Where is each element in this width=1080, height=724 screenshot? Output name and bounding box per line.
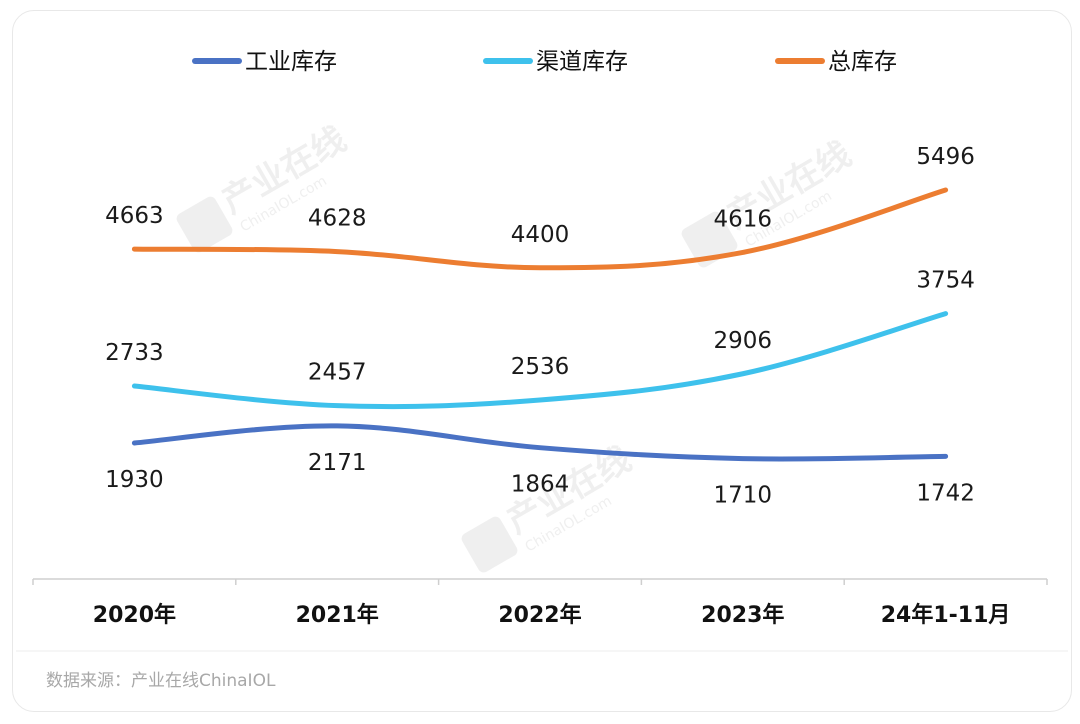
data-label: 2536 (511, 354, 570, 380)
watermark-logo-icon (176, 196, 233, 253)
data-label: 2171 (308, 450, 367, 476)
watermark: 产业在线ChinaIOL.com (681, 134, 858, 268)
series-line-2 (131, 311, 949, 410)
data-label: 1710 (714, 483, 773, 509)
data-label: 1930 (105, 467, 164, 493)
data-label: 3754 (916, 268, 975, 294)
x-axis: 2020年 2021年 2022年 2023年 24年1-11月 (32, 578, 1048, 628)
data-label: 1742 (916, 480, 975, 506)
data-label: 4628 (308, 206, 367, 232)
watermark: 产业在线ChinaIOL.com (176, 119, 353, 253)
legend-label-2: 渠道库存 (536, 49, 628, 75)
data-label: 2906 (714, 328, 773, 354)
source-note: 数据来源：产业在线ChinaIOL (46, 671, 276, 691)
x-tick-label: 24年1-11月 (881, 602, 1011, 628)
data-label: 4663 (105, 203, 164, 229)
watermark: 产业在线ChinaIOL.com (461, 439, 638, 573)
data-label: 4616 (714, 206, 773, 232)
data-labels: 1930 2171 1864 1710 1742 2733 2457 2536 2906 3754… (105, 144, 975, 509)
legend-label-1: 工业库存 (245, 49, 337, 75)
chart-card (12, 10, 1072, 712)
data-label: 2733 (105, 340, 164, 366)
series-line-1 (131, 423, 949, 462)
data-label: 5496 (916, 144, 975, 170)
data-label: 1864 (511, 472, 570, 498)
legend-label-3: 总库存 (828, 49, 897, 75)
x-tick-label: 2023年 (701, 602, 784, 628)
x-tick-label: 2022年 (498, 602, 581, 628)
data-label: 4400 (511, 222, 570, 248)
x-tick-label: 2021年 (296, 602, 379, 628)
x-tick-label: 2020年 (93, 602, 176, 628)
data-label: 2457 (308, 360, 367, 386)
series-line-3 (131, 187, 949, 271)
series-lines (131, 187, 949, 462)
legend: 工业库存 渠道库存 总库存 (192, 49, 897, 75)
watermark-logo-icon (461, 516, 518, 573)
